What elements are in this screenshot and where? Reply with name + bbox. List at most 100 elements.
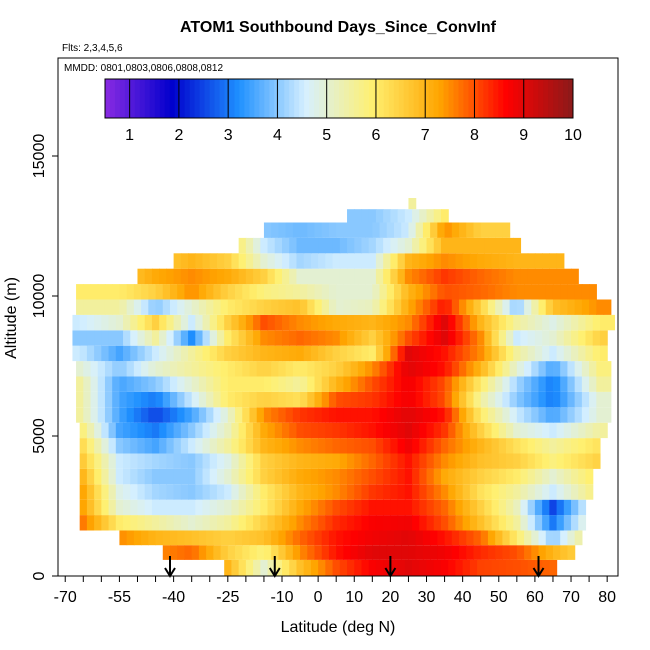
heatmap-cell [206, 284, 214, 300]
heatmap-cell [357, 361, 366, 377]
heatmap-cell [130, 330, 139, 346]
heatmap-cell [238, 237, 247, 254]
heatmap-cell [220, 545, 229, 560]
colorbar-swatch [513, 79, 519, 118]
heatmap-cell [206, 407, 214, 423]
heatmap-cell [419, 345, 428, 362]
heatmap-cell [484, 484, 493, 500]
heatmap-cell [498, 468, 507, 485]
heatmap-cell [224, 515, 233, 531]
heatmap-cell [571, 453, 579, 469]
heatmap-cell [76, 361, 84, 377]
heatmap-cell [260, 468, 269, 485]
heatmap-cell [151, 484, 160, 500]
heatmap-cell [502, 361, 511, 377]
heatmap-cell [191, 530, 200, 546]
heatmap-cell [86, 468, 95, 485]
heatmap-cell [354, 559, 363, 576]
heatmap-cell [159, 268, 167, 285]
heatmap-cell [404, 515, 413, 531]
heatmap-cell [361, 237, 370, 254]
heatmap-cell [415, 407, 424, 423]
heatmap-cell [556, 453, 565, 469]
colorbar-swatch [478, 79, 484, 118]
heatmap-cell [267, 438, 276, 454]
heatmap-cell [520, 268, 529, 285]
heatmap-cell [527, 268, 536, 285]
colorbar: 1 2 3 4 5 6 7 8 9 10 [104, 78, 582, 144]
heatmap-cell [303, 468, 312, 485]
heatmap-cell [115, 468, 124, 485]
heatmap-cell [238, 438, 247, 454]
heatmap-cell [130, 468, 139, 485]
heatmap-cell [480, 361, 489, 377]
heatmap-cell [202, 515, 211, 531]
heatmap-cell [419, 438, 428, 454]
heatmap-cell [249, 391, 258, 408]
heatmap-cell [520, 438, 529, 454]
heatmap-cell [260, 268, 269, 285]
heatmap-cell [238, 268, 247, 285]
x-tick-label: -55 [108, 589, 131, 606]
heatmap-cell [347, 237, 355, 254]
heatmap-cell [397, 209, 406, 223]
heatmap-cell [556, 330, 565, 346]
heatmap-cell [469, 499, 478, 516]
heatmap-cell [571, 345, 579, 362]
heatmap-cell [404, 499, 413, 516]
colorbar-swatch [363, 79, 370, 118]
heatmap-cell [325, 515, 334, 531]
heatmap-cell [202, 330, 211, 346]
heatmap-cell [361, 314, 370, 331]
heatmap-cell [166, 453, 175, 469]
colorbar-swatch [119, 79, 126, 118]
heatmap-cell [130, 314, 139, 331]
heatmap-cell [303, 268, 312, 285]
heatmap-cell [238, 314, 247, 331]
heatmap-cell [462, 438, 471, 454]
heatmap-cell [599, 314, 608, 331]
heatmap-cell [292, 361, 301, 377]
heatmap-cell [130, 453, 139, 469]
heatmap-cell [336, 545, 345, 560]
heatmap-cell [603, 299, 612, 315]
heatmap-cell [339, 559, 348, 576]
heatmap-cell [527, 345, 536, 362]
heatmap-cell [274, 499, 283, 516]
colorbar-swatch [493, 79, 499, 118]
heatmap-cell [354, 468, 363, 485]
heatmap-cell [415, 299, 424, 315]
heatmap-cell [285, 284, 294, 300]
heatmap-cell [440, 499, 449, 516]
heatmap-cell [361, 515, 370, 531]
heatmap-cell [426, 345, 435, 362]
heatmap-cell [487, 299, 496, 315]
heatmap-cell [332, 499, 341, 516]
heatmap-cell [520, 515, 529, 531]
heatmap-cell [524, 376, 532, 392]
heatmap-cell [195, 253, 204, 269]
heatmap-cell [383, 484, 391, 500]
heatmap-cell [469, 484, 478, 500]
heatmap-cell [260, 345, 269, 362]
heatmap-cell [336, 530, 345, 546]
heatmap-cell [534, 438, 543, 454]
heatmap-cell [451, 376, 460, 392]
heatmap-cell [148, 530, 157, 546]
heatmap-cell [159, 438, 167, 454]
heatmap-cell [209, 422, 218, 439]
heatmap-cell [184, 299, 193, 315]
heatmap-cell [318, 438, 326, 454]
heatmap-cell [513, 268, 522, 285]
heatmap-cell [477, 422, 485, 439]
x-tick-label: 60 [526, 589, 544, 606]
heatmap-cell [318, 237, 326, 254]
heatmap-cell [115, 453, 124, 469]
heatmap-cell [401, 391, 410, 408]
heatmap-cell [321, 530, 330, 546]
heatmap-cell [560, 530, 569, 546]
heatmap-cell [542, 330, 550, 346]
colorbar-swatch [403, 79, 410, 118]
heatmap-cell [574, 407, 583, 423]
heatmap-cell [108, 499, 117, 516]
